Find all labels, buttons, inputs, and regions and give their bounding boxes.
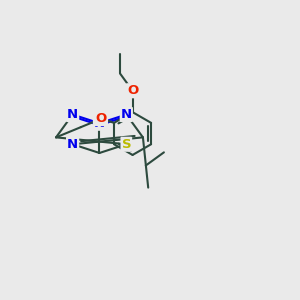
Text: O: O xyxy=(127,84,138,97)
Text: O: O xyxy=(96,112,107,125)
Text: N: N xyxy=(67,108,78,121)
Text: N: N xyxy=(94,117,105,130)
Text: S: S xyxy=(122,138,131,151)
Text: N: N xyxy=(121,108,132,121)
Text: N: N xyxy=(67,138,78,151)
